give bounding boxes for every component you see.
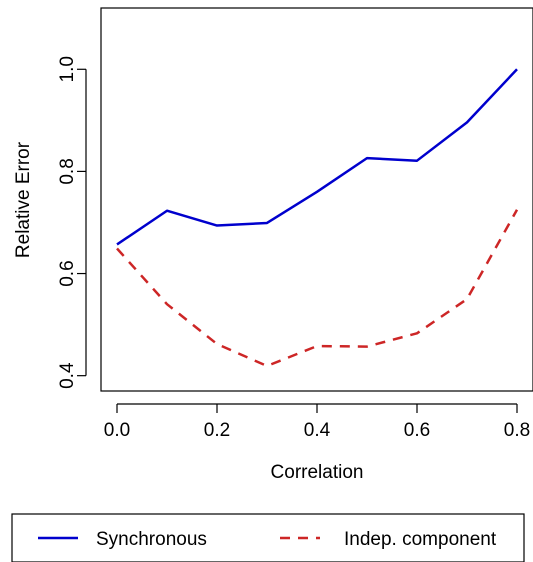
y-axis: 0.4 0.6 0.8 1.0 — [57, 56, 87, 389]
legend: Synchronous Indep. component — [11, 513, 525, 562]
y-tick-label-1: 0.6 — [57, 260, 78, 286]
x-tick-label-1: 0.2 — [204, 420, 230, 441]
plot-layer — [116, 68, 519, 368]
legend-synchronous-label: Synchronous — [96, 529, 207, 550]
x-tick-label-3: 0.6 — [404, 420, 430, 441]
plot-frame — [100, 7, 533, 392]
y-tick-label-0: 0.4 — [57, 362, 78, 389]
y-tick-label-3: 1.0 — [57, 56, 78, 82]
series-line-synchronous — [116, 68, 518, 246]
series-line-indep-component — [116, 209, 519, 368]
x-axis-label: Correlation — [271, 462, 364, 483]
x-tick-label-4: 0.8 — [504, 420, 530, 441]
legend-indep-component-label: Indep. component — [344, 529, 497, 550]
x-axis: 0.0 0.2 0.4 0.6 0.8 — [104, 403, 530, 441]
x-tick-label-0: 0.0 — [104, 420, 130, 441]
y-tick-label-2: 0.8 — [57, 158, 78, 184]
x-tick-label-2: 0.4 — [304, 420, 331, 441]
legend-box — [11, 513, 525, 562]
y-axis-label: Relative Error — [13, 141, 34, 258]
